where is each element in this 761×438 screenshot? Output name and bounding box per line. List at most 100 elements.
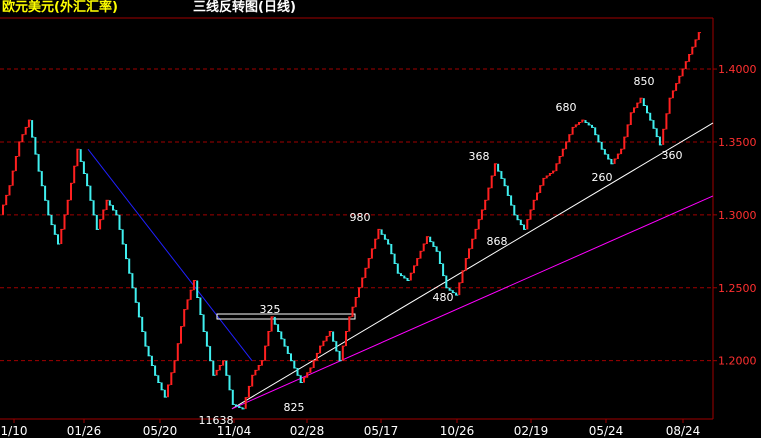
instrument-title: 欧元美元(外汇汇率): [2, 0, 118, 15]
down-bar: [144, 331, 147, 347]
down-bar: [57, 234, 59, 244]
up-bar: [170, 372, 173, 385]
down-bar: [513, 205, 516, 215]
down-bar: [154, 365, 157, 376]
up-bar: [247, 386, 250, 398]
up-bar: [73, 166, 76, 184]
trend-lines: [87, 122, 714, 410]
up-bar: [665, 113, 668, 130]
up-bar: [24, 127, 27, 135]
down-bar: [448, 287, 451, 291]
down-bar: [652, 120, 655, 129]
down-bar: [393, 253, 396, 264]
down-bar: [591, 124, 593, 128]
up-bar: [367, 258, 370, 269]
down-bar: [141, 316, 144, 332]
up-bar: [458, 282, 461, 296]
up-bar: [697, 32, 700, 40]
up-bar: [639, 98, 642, 104]
chart-title: 三线反转图(日线): [193, 0, 296, 15]
up-bar: [616, 154, 619, 159]
up-bar: [244, 397, 247, 409]
up-bar: [536, 193, 538, 201]
up-bar: [688, 54, 691, 62]
up-bar: [215, 370, 218, 376]
up-bar: [613, 159, 616, 164]
up-bar: [671, 90, 674, 99]
down-bar: [597, 134, 600, 142]
up-bar: [545, 176, 548, 179]
down-bar: [438, 251, 441, 264]
up-bar: [358, 287, 360, 298]
down-bar: [519, 219, 522, 225]
up-bar: [18, 141, 21, 157]
up-bar: [409, 273, 412, 281]
up-bar: [487, 188, 490, 201]
up-bar: [186, 299, 189, 310]
up-bar: [471, 239, 474, 249]
up-bar: [270, 316, 273, 332]
down-bar: [429, 236, 432, 242]
up-bar: [102, 210, 105, 220]
down-bar: [115, 210, 118, 215]
up-bar: [27, 120, 30, 128]
down-bar: [137, 302, 140, 317]
up-bar: [76, 149, 79, 167]
up-bar: [633, 107, 635, 113]
up-bar: [60, 229, 63, 244]
down-bar: [587, 122, 590, 125]
up-bar: [370, 248, 373, 259]
down-bar: [31, 120, 34, 138]
price-tick-label: 1.3000: [718, 209, 757, 222]
down-bar: [610, 159, 613, 164]
down-bar: [40, 171, 43, 186]
up-bar: [354, 297, 357, 308]
up-bar: [480, 210, 483, 220]
up-bar: [552, 171, 555, 174]
up-bar: [694, 39, 697, 48]
down-bar: [280, 331, 283, 339]
down-bar: [406, 278, 409, 281]
up-bar: [319, 346, 322, 354]
up-bar: [413, 265, 415, 274]
annotation-label: 325: [260, 303, 281, 316]
up-bar: [254, 370, 257, 376]
down-bar: [332, 331, 335, 342]
down-bar: [642, 98, 645, 106]
down-bar: [506, 185, 509, 196]
down-bar: [150, 355, 153, 366]
up-bar: [425, 236, 428, 244]
up-bar: [377, 229, 380, 240]
up-bar: [66, 200, 69, 215]
down-bar: [92, 200, 95, 215]
date-tick-label: 10/26: [440, 424, 475, 438]
up-bar: [218, 365, 221, 371]
date-axis-labels: 1/10 01/26 05/20 11/04 02/28 05/17 10/26 02/19 0…: [1, 424, 701, 438]
up-bar: [189, 290, 192, 300]
down-bar: [53, 224, 56, 235]
up-bar: [315, 353, 318, 361]
channel-line: [231, 195, 714, 410]
date-tick-label: 11/04: [217, 424, 252, 438]
down-bar: [293, 360, 296, 368]
down-bar: [387, 239, 390, 245]
up-bar: [345, 331, 347, 347]
down-bar: [594, 127, 597, 135]
down-bar: [273, 316, 276, 325]
down-bar: [82, 161, 85, 174]
up-bar: [416, 258, 419, 266]
date-tick-label: 05/24: [589, 424, 624, 438]
down-bar: [157, 375, 160, 383]
up-bar: [374, 239, 377, 249]
date-tick-label: 05/17: [364, 424, 399, 438]
down-bar: [600, 141, 603, 150]
down-bar: [209, 346, 212, 361]
up-bar: [251, 375, 254, 387]
annotation-label: 360: [662, 149, 683, 162]
down-bar: [277, 324, 280, 332]
down-bar: [160, 382, 163, 390]
down-bar: [516, 214, 519, 220]
annotation-label: 11638: [199, 414, 234, 427]
up-bar: [14, 156, 17, 172]
down-bar: [228, 375, 231, 390]
